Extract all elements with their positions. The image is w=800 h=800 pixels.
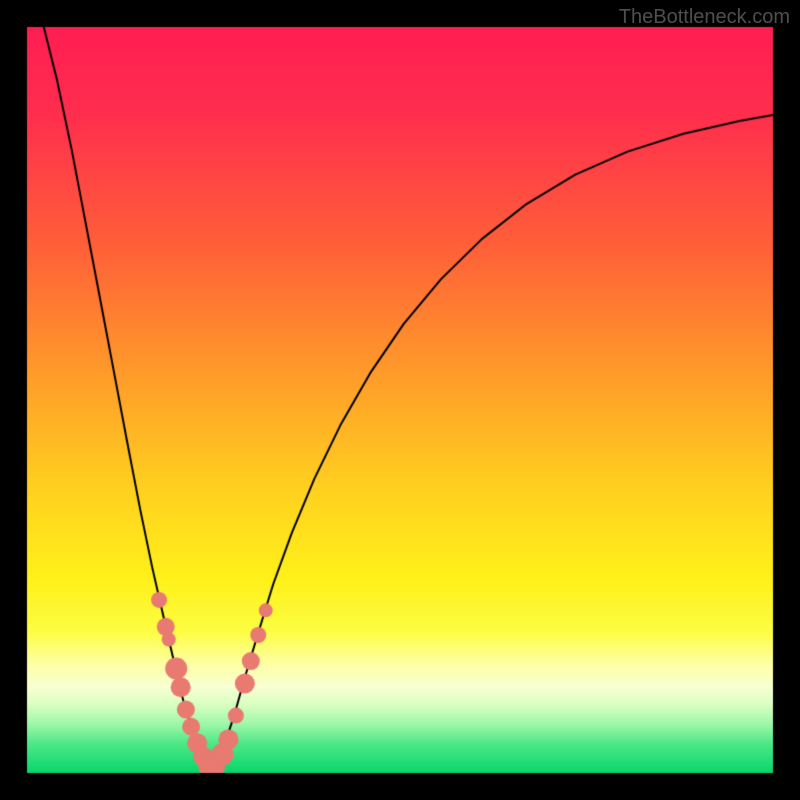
chart-canvas [0, 0, 800, 800]
chart-stage: TheBottleneck.com [0, 0, 800, 800]
watermark-text: TheBottleneck.com [619, 6, 790, 29]
